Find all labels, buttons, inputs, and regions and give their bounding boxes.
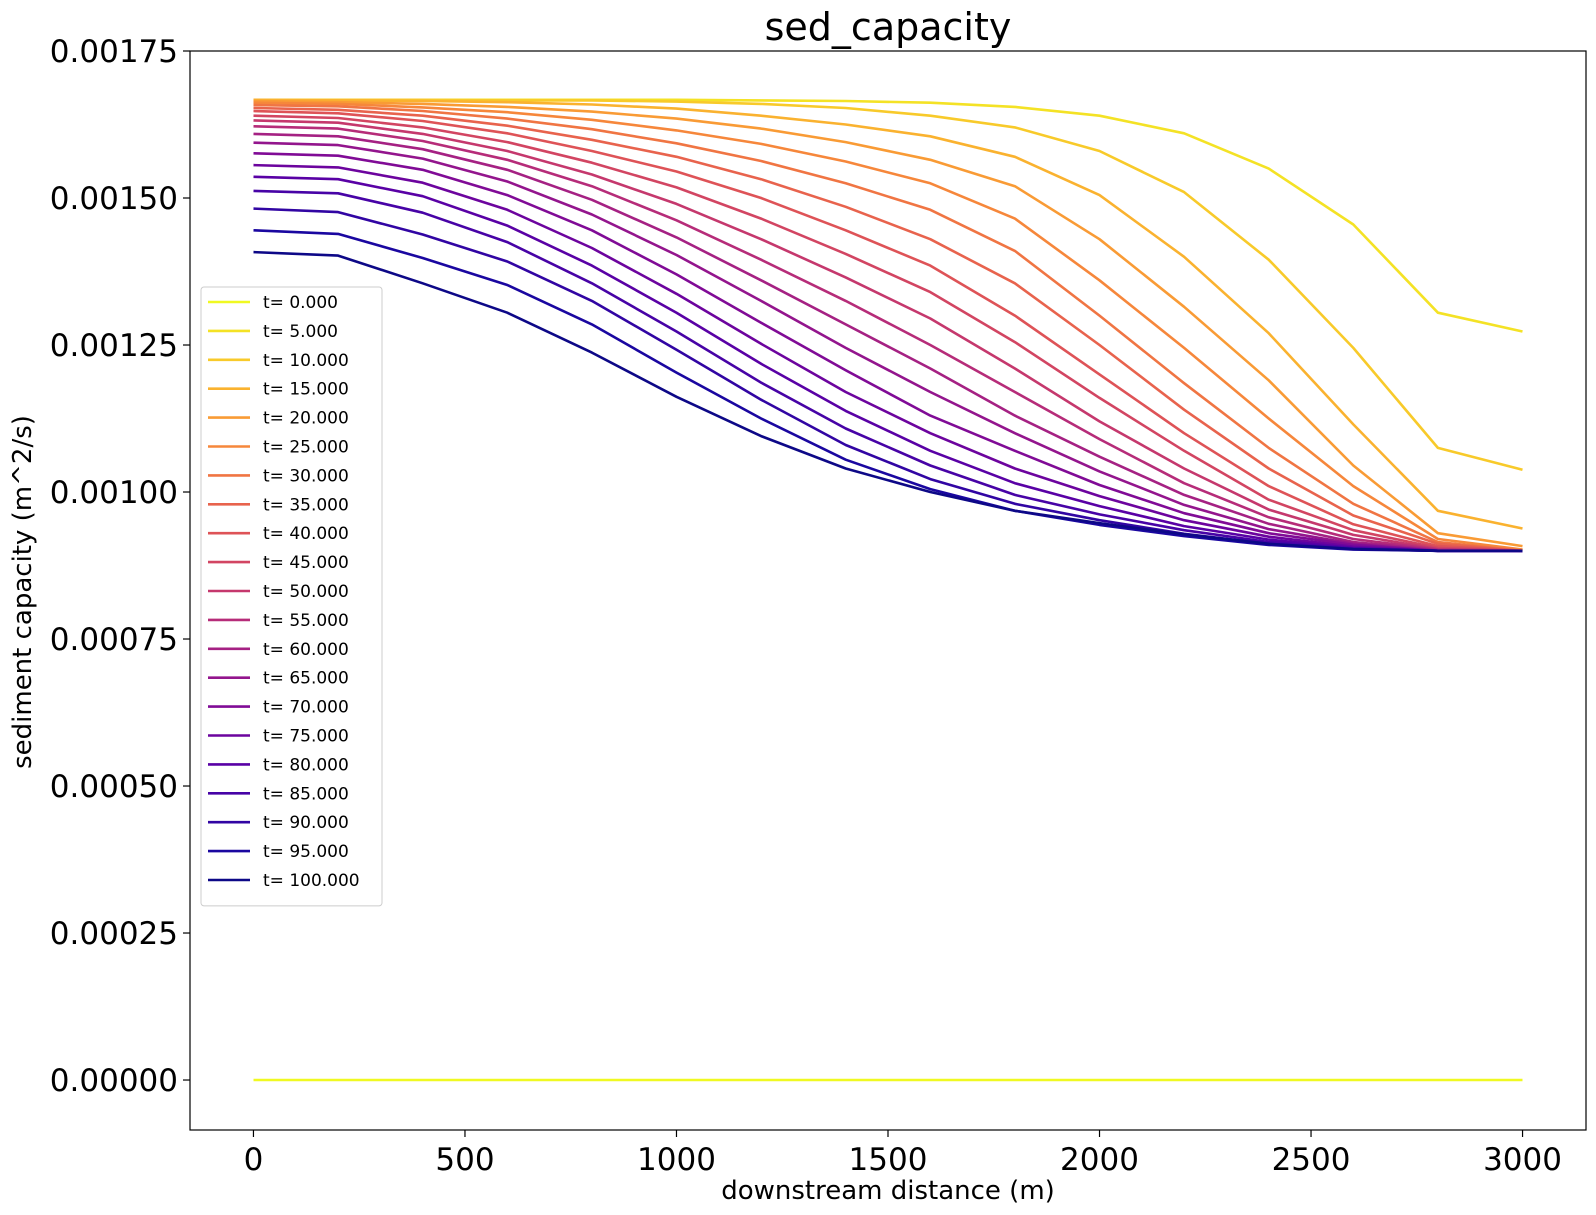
x-axis-title: downstream distance (m) xyxy=(721,1176,1055,1206)
series-line-6 xyxy=(253,103,1523,553)
series-line-9 xyxy=(253,114,1523,553)
y-tick-label: 0.00175 xyxy=(50,34,178,70)
x-tick-label: 3000 xyxy=(1483,1142,1562,1178)
y-tick-label: 0.00150 xyxy=(50,181,178,217)
legend-label: t= 50.000 xyxy=(263,582,349,602)
legend-label: t= 100.000 xyxy=(263,871,360,891)
legend-label: t= 85.000 xyxy=(263,784,349,804)
legend-label: t= 65.000 xyxy=(263,669,349,689)
legend-label: t= 15.000 xyxy=(263,380,349,400)
legend-label: t= 55.000 xyxy=(263,611,349,631)
y-tick-label: 0.00125 xyxy=(50,328,178,364)
legend: t= 0.000 t= 5.000 t= 10.000 t= 15.000 t= 20.… xyxy=(200,286,383,907)
legend-label: t= 40.000 xyxy=(263,524,349,544)
legend-label: t= 75.000 xyxy=(263,727,349,747)
legend-label: t= 10.000 xyxy=(263,351,349,371)
legend-label: t= 70.000 xyxy=(263,698,349,718)
series-line-12 xyxy=(253,132,1523,553)
x-tick-label: 0 xyxy=(244,1142,264,1178)
series-line-3 xyxy=(253,98,1523,530)
plot-lines xyxy=(253,98,1523,1082)
series-line-4 xyxy=(253,99,1523,548)
legend-label: t= 30.000 xyxy=(263,466,349,486)
series-line-11 xyxy=(253,125,1523,553)
x-tick-label: 1000 xyxy=(637,1142,716,1178)
x-tick-label: 2000 xyxy=(1060,1142,1139,1178)
series-line-16 xyxy=(253,175,1523,553)
y-tick-label: 0.00025 xyxy=(50,916,178,952)
legend-label: t= 5.000 xyxy=(263,322,338,342)
x-axis: 0 500 1000 1500 2000 2500 3000 xyxy=(244,1130,1562,1178)
legend-label: t= 0.000 xyxy=(263,293,338,313)
legend-label: t= 80.000 xyxy=(263,755,349,775)
series-line-5 xyxy=(253,101,1523,551)
legend-label: t= 95.000 xyxy=(263,842,349,862)
y-tick-label: 0.00075 xyxy=(50,622,178,658)
y-tick-label: 0.00050 xyxy=(50,769,178,805)
legend-label: t= 20.000 xyxy=(263,409,349,429)
series-line-14 xyxy=(253,152,1523,553)
legend-label: t= 45.000 xyxy=(263,553,349,573)
x-tick-label: 2500 xyxy=(1272,1142,1351,1178)
legend-label: t= 90.000 xyxy=(263,813,349,833)
legend-label: t= 60.000 xyxy=(263,640,349,660)
y-axis-title: sediment capacity (m^2/s) xyxy=(8,415,38,769)
y-axis: 0.00000 0.00025 0.00050 0.00075 0.00100 0.001… xyxy=(50,34,190,1099)
chart-title: sed_capacity xyxy=(765,5,1012,49)
legend-label: t= 25.000 xyxy=(263,438,349,458)
series-line-13 xyxy=(253,141,1523,553)
x-tick-label: 500 xyxy=(435,1142,494,1178)
y-tick-label: 0.00000 xyxy=(50,1063,178,1099)
legend-box xyxy=(200,286,383,907)
series-line-8 xyxy=(253,109,1523,553)
legend-label: t= 35.000 xyxy=(263,495,349,515)
y-tick-label: 0.00100 xyxy=(50,475,178,511)
series-line-2 xyxy=(253,98,1523,471)
series-line-10 xyxy=(253,119,1523,553)
series-line-7 xyxy=(253,106,1523,553)
series-line-15 xyxy=(253,163,1523,553)
series-line-20 xyxy=(253,250,1523,553)
x-tick-label: 1500 xyxy=(849,1142,928,1178)
